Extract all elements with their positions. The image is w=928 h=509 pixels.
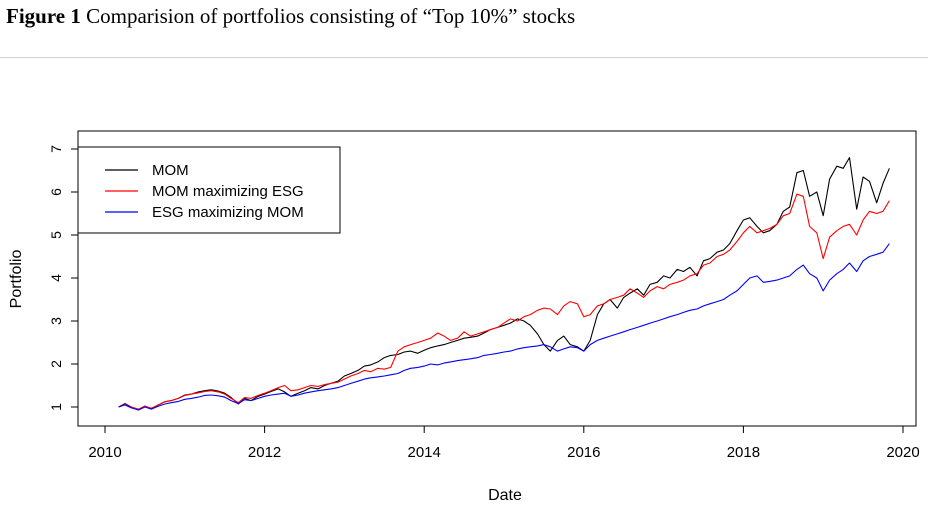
legend-label: ESG maximizing MOM [152, 204, 304, 221]
x-tick-label: 2016 [567, 444, 600, 461]
x-axis: 2010 2012 2014 2016 2018 2020 [88, 425, 920, 461]
figure-caption: Figure 1 Comparision of portfolios consi… [6, 4, 575, 29]
series-line-1 [118, 157, 890, 411]
y-tick-label: 6 [48, 188, 64, 196]
y-tick-label: 3 [48, 317, 64, 325]
x-axis-label: Date [488, 487, 522, 504]
x-tick-label: 2012 [248, 444, 281, 461]
y-axis-label: Portfolio [8, 250, 25, 309]
series-line-2 [118, 193, 890, 410]
y-tick-label: 7 [48, 145, 64, 153]
y-tick-label: 2 [48, 360, 64, 368]
x-tick-label: 2010 [88, 444, 121, 461]
caption-divider [0, 57, 928, 58]
legend-label: MOM maximizing ESG [152, 183, 304, 200]
figure-label: Figure 1 [6, 4, 81, 28]
figure-caption-text: Comparision of portfolios consisting of … [86, 4, 576, 28]
y-axis: 1 2 3 4 5 6 7 [48, 145, 79, 411]
x-tick-label: 2020 [886, 444, 919, 461]
legend-label: MOM [152, 162, 189, 179]
y-tick-label: 5 [48, 231, 64, 239]
x-tick-label: 2014 [408, 444, 441, 461]
legend-box [77, 146, 341, 234]
x-tick-label: 2018 [727, 444, 760, 461]
legend: MOM MOM maximizing ESG ESG maximizing MOM [77, 146, 341, 234]
series-lines [118, 157, 890, 411]
y-tick-label: 1 [48, 403, 64, 411]
series-line-3 [118, 243, 890, 411]
y-tick-label: 4 [48, 274, 64, 282]
